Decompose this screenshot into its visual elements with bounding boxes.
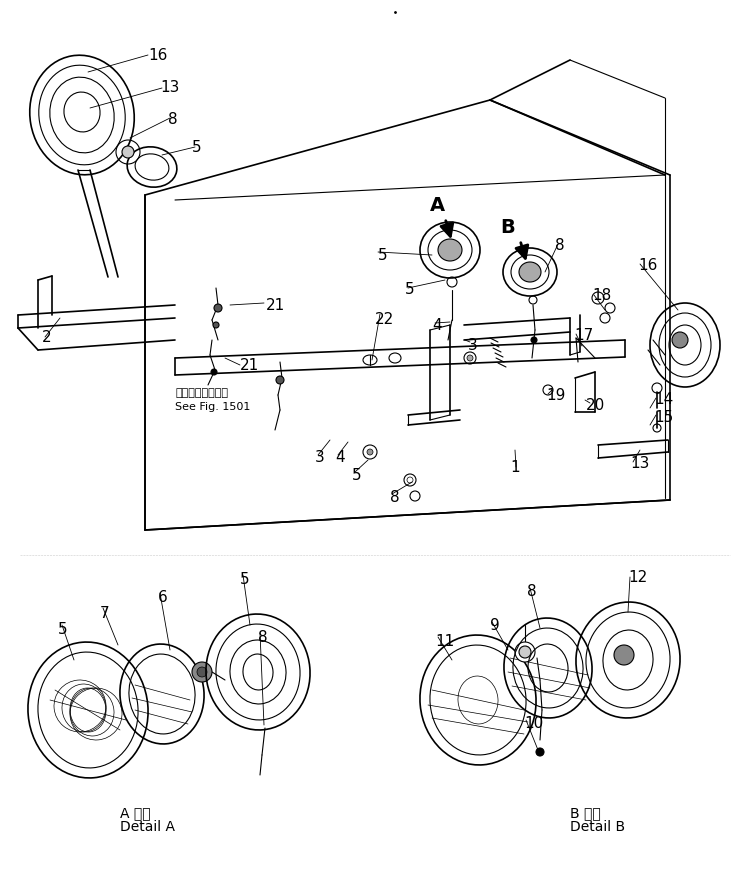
Text: 8: 8 — [258, 630, 267, 645]
Text: 5: 5 — [58, 622, 68, 637]
Text: B 詳細: B 詳細 — [570, 806, 601, 820]
Circle shape — [531, 337, 537, 343]
Text: B: B — [500, 218, 515, 237]
Text: 9: 9 — [490, 618, 500, 633]
Text: Detail A: Detail A — [120, 820, 175, 834]
Text: 4: 4 — [432, 318, 441, 333]
Text: 16: 16 — [638, 258, 657, 273]
Circle shape — [122, 146, 134, 158]
Circle shape — [276, 376, 284, 384]
Text: 22: 22 — [375, 312, 394, 327]
Text: 13: 13 — [630, 456, 649, 471]
Circle shape — [197, 667, 207, 677]
Text: 8: 8 — [168, 112, 178, 127]
Text: 8: 8 — [555, 238, 565, 253]
Circle shape — [214, 304, 222, 312]
Text: 15: 15 — [654, 410, 673, 425]
Text: 3: 3 — [315, 450, 325, 465]
Circle shape — [367, 449, 373, 455]
Text: 19: 19 — [546, 388, 565, 403]
Text: See Fig. 1501: See Fig. 1501 — [175, 402, 250, 412]
Ellipse shape — [519, 262, 541, 282]
Circle shape — [192, 662, 212, 682]
Text: 5: 5 — [352, 468, 362, 483]
Text: 5: 5 — [405, 282, 415, 297]
Text: 12: 12 — [628, 570, 647, 585]
Text: 14: 14 — [654, 392, 673, 407]
Text: 2: 2 — [42, 330, 52, 345]
Text: 17: 17 — [574, 328, 593, 343]
Text: 5: 5 — [378, 248, 388, 263]
Text: 21: 21 — [266, 298, 285, 313]
Circle shape — [515, 642, 535, 662]
Circle shape — [467, 355, 473, 361]
Text: 11: 11 — [435, 634, 454, 649]
Text: 5: 5 — [192, 140, 202, 155]
Text: 16: 16 — [148, 48, 167, 63]
Ellipse shape — [438, 239, 462, 261]
Circle shape — [519, 646, 531, 658]
Text: 8: 8 — [390, 490, 400, 505]
Circle shape — [211, 369, 217, 375]
Text: 20: 20 — [586, 398, 605, 413]
Text: 10: 10 — [524, 716, 543, 731]
Text: 8: 8 — [527, 584, 536, 599]
Text: 4: 4 — [335, 450, 344, 465]
Text: Detail B: Detail B — [570, 820, 625, 834]
Circle shape — [536, 748, 544, 756]
Text: 6: 6 — [158, 590, 168, 605]
Text: 5: 5 — [240, 572, 249, 587]
Text: A 詳細: A 詳細 — [120, 806, 151, 820]
Text: 7: 7 — [100, 606, 110, 621]
Text: 3: 3 — [468, 338, 478, 353]
Text: 21: 21 — [240, 358, 259, 373]
Circle shape — [213, 322, 219, 328]
Text: 1: 1 — [510, 460, 520, 475]
Text: 13: 13 — [160, 80, 179, 95]
Text: 第１５０１図参照: 第１５０１図参照 — [175, 388, 228, 398]
Text: 18: 18 — [592, 288, 611, 303]
Circle shape — [672, 332, 688, 348]
Text: A: A — [430, 196, 445, 215]
Circle shape — [614, 645, 634, 665]
